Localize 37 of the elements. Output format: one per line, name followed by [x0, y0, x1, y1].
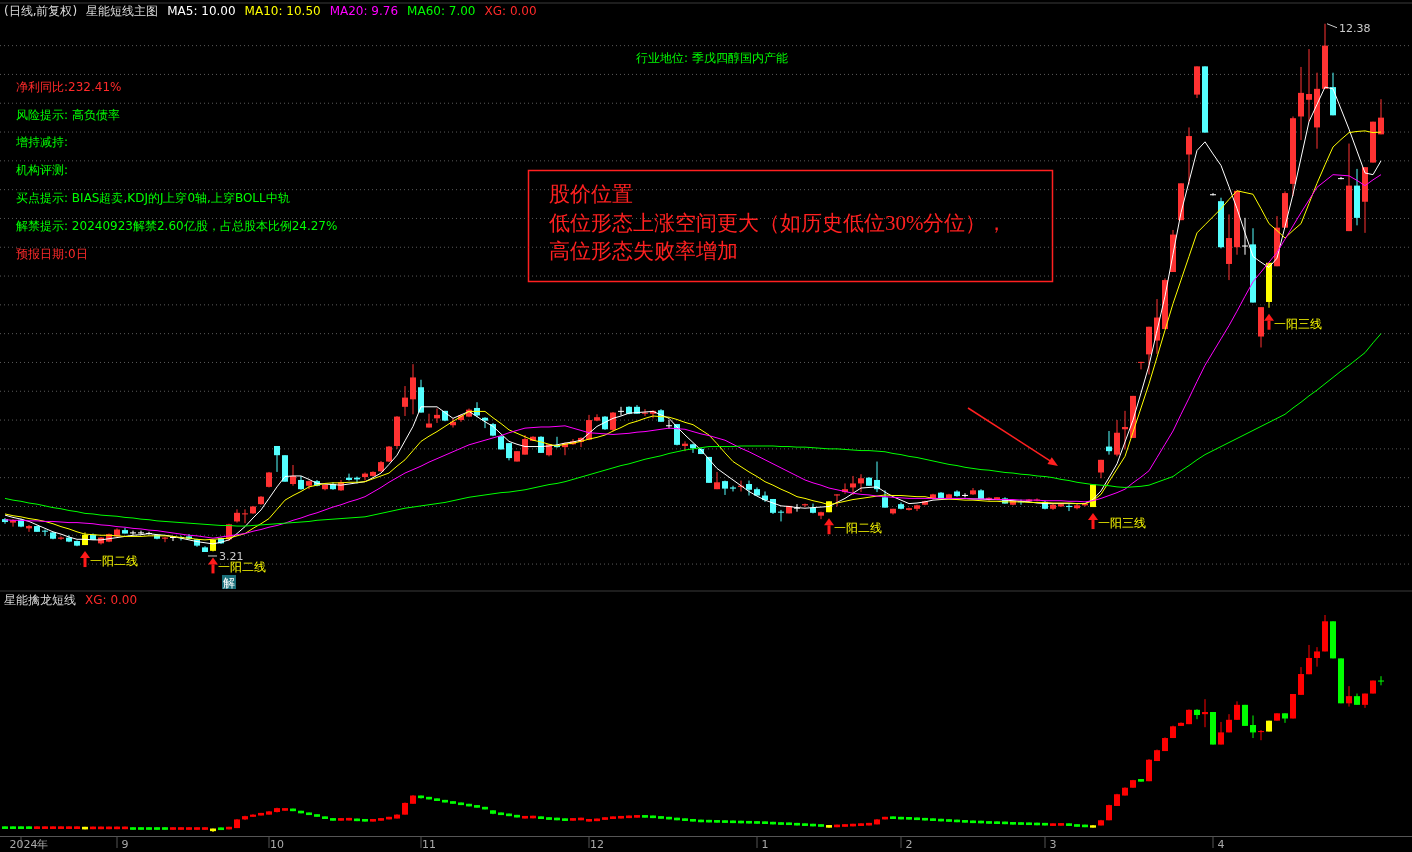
- annotation: 解: [223, 576, 235, 590]
- text: MA60: 7.00: [407, 4, 476, 18]
- text: MA20: 9.76: [329, 4, 399, 18]
- annotation: 股价位置: [549, 182, 633, 206]
- annotation: 预报日期:0日: [16, 247, 88, 261]
- annotation: 风险提示: 高负债率: [16, 108, 120, 122]
- annotation: 解禁提示: 20240923解禁2.60亿股，占总股本比例24.27%: [16, 219, 338, 233]
- annotation: 一阳二线: [90, 554, 138, 569]
- annotation: 3.21: [219, 549, 244, 563]
- x-tick-label: 12: [590, 838, 604, 851]
- x-tick-label: 2: [905, 838, 913, 851]
- x-tick-label: 11: [422, 838, 436, 851]
- annotation: 买点提示: BIAS超卖,KDJ的J上穿0轴,上穿BOLL中轨: [16, 191, 290, 205]
- x-tick-label: 4: [1217, 838, 1225, 851]
- x-tick-label: 1: [761, 838, 769, 851]
- text: XG: 0.00: [85, 593, 138, 607]
- text: MA10: 10.50: [244, 4, 321, 18]
- annotation: XG: 0.00: [484, 4, 537, 18]
- chart-subtitle: 星能短线主图: [86, 4, 159, 18]
- x-tick-label: 3: [1049, 838, 1057, 851]
- annotation: 行业地位: 季戊四醇国内产能: [636, 51, 788, 65]
- annotation: 一阳二线: [834, 521, 882, 536]
- annotation: 机构评测:: [16, 163, 69, 177]
- text: MA5: 10.00: [167, 4, 236, 18]
- annotation: 一阳二线: [218, 560, 266, 575]
- annotation: 一阳三线: [1098, 516, 1146, 531]
- chart-title: (日线,前复权): [4, 4, 78, 18]
- x-tick-label: 2024年: [9, 838, 49, 851]
- x-tick-label: 9: [121, 838, 129, 851]
- annotation: 一阳三线: [1274, 316, 1322, 331]
- chart-title: 星能擒龙短线: [4, 593, 76, 607]
- annotation: 低位形态上涨空间更大（如历史低位30%分位），: [549, 211, 1008, 235]
- annotation: 高位形态失败率增加: [549, 239, 738, 263]
- annotation: 12.38: [1339, 21, 1371, 35]
- annotation: 净利同比:232.41%: [16, 80, 122, 94]
- x-tick-label: 10: [270, 838, 284, 851]
- annotation: 增持减持:: [15, 135, 69, 149]
